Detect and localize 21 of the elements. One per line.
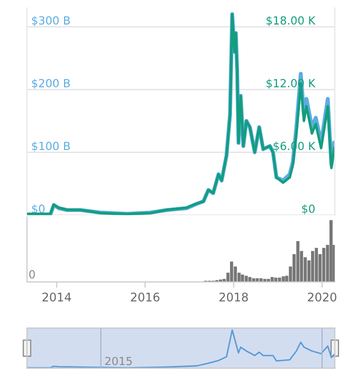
bar: [263, 278, 266, 282]
bar: [322, 248, 326, 282]
y2-tick-label: $18.00 K: [266, 16, 316, 26]
bar: [329, 220, 333, 282]
y-tick-label: $200 B: [32, 78, 70, 89]
x-tick-label: 2016: [130, 292, 160, 302]
x-tick-label: 2014: [42, 292, 72, 302]
bar: [244, 276, 248, 282]
y-tick-label: $300 B: [32, 16, 70, 26]
ref-line-label: 2015: [105, 356, 132, 366]
bar: [274, 278, 278, 282]
x-tick-label: 2020: [308, 292, 336, 302]
bar: [314, 248, 318, 282]
annotation: 0: [29, 270, 35, 279]
bar: [311, 251, 314, 282]
bar: [230, 262, 234, 282]
y2-tick-label: $0: [302, 204, 315, 214]
bar: [296, 241, 300, 282]
y-tick-label: $100 B: [32, 142, 70, 152]
x-tick-label: 2018: [219, 292, 248, 302]
bar: [282, 276, 285, 282]
